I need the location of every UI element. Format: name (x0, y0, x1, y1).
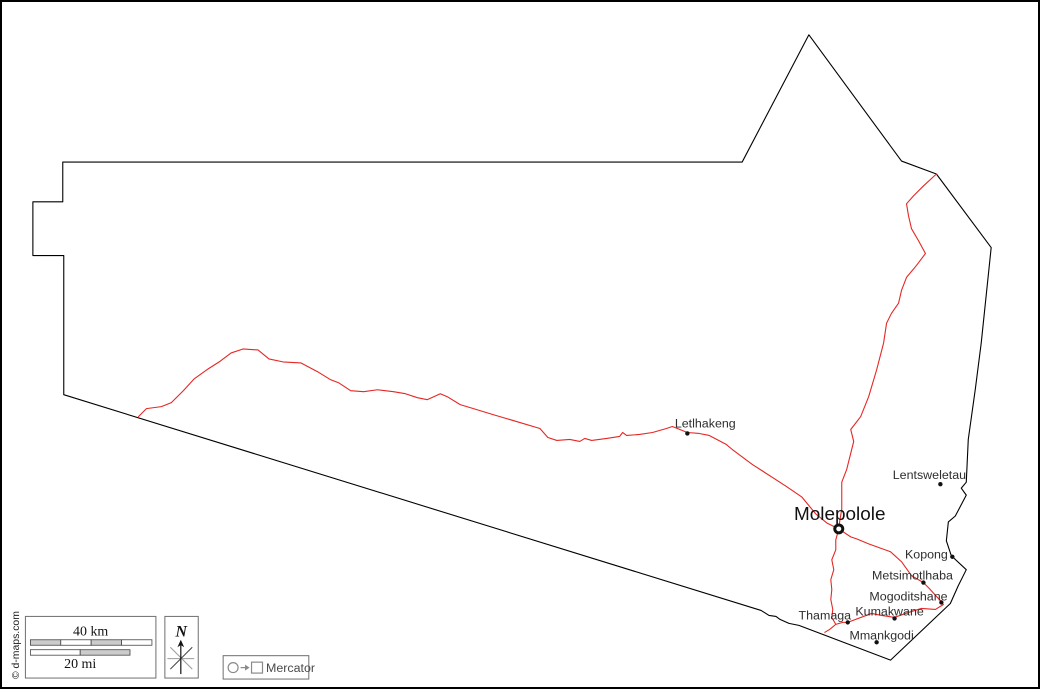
town-lentsweletau: Lentsweletau (893, 468, 966, 487)
town-dot (874, 640, 879, 645)
town-dot (950, 554, 955, 559)
town-dot (845, 620, 850, 625)
scale-bar-box (24, 615, 157, 679)
projection-label: Mercator (266, 661, 315, 675)
town-label: Molepolole (794, 504, 885, 525)
town-label: Mogoditshane (869, 590, 947, 604)
arrow-head-icon (245, 664, 250, 671)
town-dot (921, 580, 926, 585)
scale-mi-label: 20 mi (64, 657, 96, 672)
town-kumakwane: Kumakwane (855, 604, 924, 621)
copyright: © d-maps.com (11, 611, 22, 679)
town-label: Metsimotlhaba (872, 569, 953, 583)
flat-map-icon (250, 661, 264, 674)
town-label: Mmankgodi (849, 628, 913, 642)
town-label: Thamaga (799, 608, 852, 622)
town-letlhakeng: Letlhakeng (675, 417, 736, 436)
town-mogoditshane: Mogoditshane (869, 590, 948, 605)
town-molepolole: Molepolole (794, 504, 885, 535)
road-north-road (838, 173, 937, 530)
district-boundary-layer (32, 34, 992, 661)
scale-km-bar (29, 639, 153, 646)
town-dot (938, 481, 943, 487)
roads-layer (137, 173, 944, 633)
town-dot (685, 431, 690, 436)
compass-star-icon (167, 639, 195, 675)
north-label: N (175, 623, 188, 640)
town-label: Kumakwane (855, 604, 924, 618)
town-mmankgodi: Mmankgodi (849, 628, 914, 645)
projection-legend: Mercator (222, 655, 315, 680)
town-label: Lentsweletau (893, 468, 966, 482)
town-dot (892, 616, 897, 621)
projection-box (222, 655, 310, 680)
town-kopong: Kopong (905, 548, 955, 562)
town-metsimotlhaba: Metsimotlhaba (872, 569, 953, 585)
town-label: Kopong (905, 548, 948, 562)
scale-bar: 40 km 20 mi (24, 615, 157, 679)
town-dot (939, 600, 944, 605)
town-ring-marker (833, 523, 845, 535)
north-arrow: N (164, 615, 199, 679)
towns-layer: Letlhakeng Lentsweletau Molepolole Kopong Me… (675, 417, 966, 645)
scale-mi-bar (29, 649, 131, 656)
district-boundary (32, 34, 992, 661)
road-southeast-road (838, 528, 943, 604)
town-thamaga: Thamaga (799, 608, 852, 625)
road-west-road (137, 348, 840, 530)
north-arrow-box (164, 615, 199, 679)
globe-icon (227, 662, 239, 674)
town-label: Letlhakeng (675, 417, 736, 431)
scale-km-label: 40 km (73, 624, 108, 639)
